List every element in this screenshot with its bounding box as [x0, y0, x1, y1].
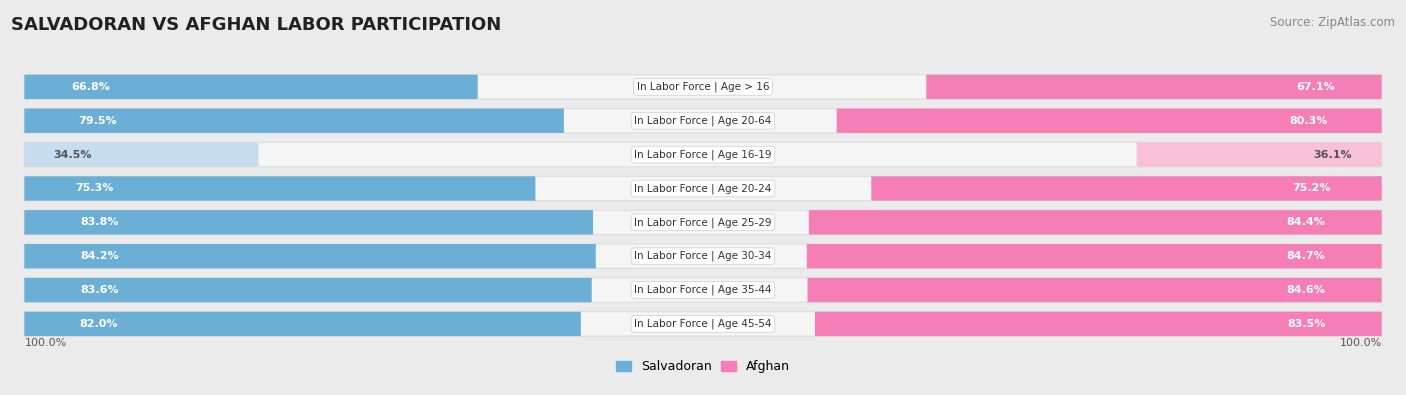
FancyBboxPatch shape — [24, 244, 1382, 268]
Text: In Labor Force | Age > 16: In Labor Force | Age > 16 — [637, 82, 769, 92]
Legend: Salvadoran, Afghan: Salvadoran, Afghan — [610, 356, 796, 378]
Text: In Labor Force | Age 25-29: In Labor Force | Age 25-29 — [634, 217, 772, 228]
FancyBboxPatch shape — [872, 176, 1382, 201]
Text: 84.2%: 84.2% — [80, 251, 120, 261]
Text: 66.8%: 66.8% — [70, 82, 110, 92]
Text: In Labor Force | Age 16-19: In Labor Force | Age 16-19 — [634, 149, 772, 160]
FancyBboxPatch shape — [24, 278, 592, 302]
Text: In Labor Force | Age 35-44: In Labor Force | Age 35-44 — [634, 285, 772, 295]
FancyBboxPatch shape — [24, 176, 536, 201]
FancyBboxPatch shape — [24, 109, 1382, 133]
Text: 84.4%: 84.4% — [1286, 217, 1326, 228]
FancyBboxPatch shape — [807, 278, 1382, 302]
FancyBboxPatch shape — [24, 176, 1382, 201]
Text: 79.5%: 79.5% — [77, 116, 117, 126]
Text: 100.0%: 100.0% — [24, 337, 66, 348]
FancyBboxPatch shape — [24, 210, 1382, 235]
Text: 67.1%: 67.1% — [1296, 82, 1334, 92]
Text: 84.7%: 84.7% — [1286, 251, 1326, 261]
Text: In Labor Force | Age 45-54: In Labor Force | Age 45-54 — [634, 319, 772, 329]
Text: 36.1%: 36.1% — [1313, 150, 1351, 160]
Text: 80.3%: 80.3% — [1289, 116, 1327, 126]
Text: 83.5%: 83.5% — [1288, 319, 1326, 329]
FancyBboxPatch shape — [24, 210, 593, 235]
Text: 100.0%: 100.0% — [1340, 337, 1382, 348]
FancyBboxPatch shape — [24, 143, 259, 167]
FancyBboxPatch shape — [808, 210, 1382, 235]
FancyBboxPatch shape — [24, 75, 1382, 99]
FancyBboxPatch shape — [927, 75, 1382, 99]
FancyBboxPatch shape — [815, 312, 1382, 336]
FancyBboxPatch shape — [24, 312, 581, 336]
FancyBboxPatch shape — [837, 109, 1382, 133]
Text: In Labor Force | Age 20-64: In Labor Force | Age 20-64 — [634, 115, 772, 126]
Text: SALVADORAN VS AFGHAN LABOR PARTICIPATION: SALVADORAN VS AFGHAN LABOR PARTICIPATION — [11, 16, 502, 34]
Text: In Labor Force | Age 20-24: In Labor Force | Age 20-24 — [634, 183, 772, 194]
FancyBboxPatch shape — [24, 312, 1382, 336]
Text: 83.8%: 83.8% — [80, 217, 118, 228]
FancyBboxPatch shape — [24, 278, 1382, 302]
Text: 75.3%: 75.3% — [76, 183, 114, 194]
FancyBboxPatch shape — [24, 109, 564, 133]
FancyBboxPatch shape — [1136, 143, 1382, 167]
FancyBboxPatch shape — [24, 244, 596, 268]
Text: In Labor Force | Age 30-34: In Labor Force | Age 30-34 — [634, 251, 772, 261]
FancyBboxPatch shape — [807, 244, 1382, 268]
Text: 84.6%: 84.6% — [1286, 285, 1326, 295]
FancyBboxPatch shape — [24, 143, 1382, 167]
Text: 34.5%: 34.5% — [53, 150, 91, 160]
Text: 75.2%: 75.2% — [1292, 183, 1330, 194]
Text: Source: ZipAtlas.com: Source: ZipAtlas.com — [1270, 16, 1395, 29]
FancyBboxPatch shape — [24, 75, 478, 99]
Text: 82.0%: 82.0% — [79, 319, 118, 329]
Text: 83.6%: 83.6% — [80, 285, 118, 295]
